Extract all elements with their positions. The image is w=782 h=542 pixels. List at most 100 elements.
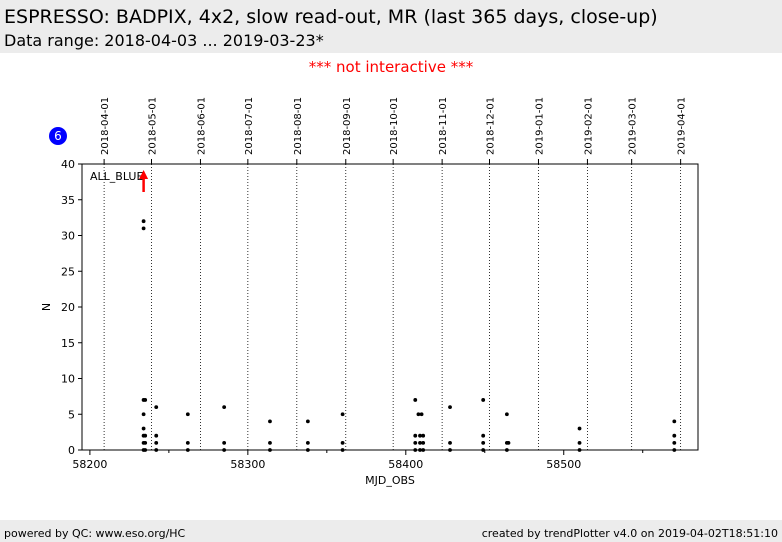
date-tick-label: 2018-11-01 <box>438 97 449 155</box>
data-point <box>154 440 159 445</box>
data-point <box>185 412 190 417</box>
count-badge[interactable]: 6 <box>49 127 67 145</box>
x-axis: 58200 58300 58400 58500 <box>72 450 644 471</box>
data-point <box>481 448 486 452</box>
y-tick-label: 10 <box>61 373 75 386</box>
y-tick-label: 35 <box>61 194 75 207</box>
data-point <box>340 448 345 452</box>
date-tick-label: 2018-12-01 <box>486 97 497 155</box>
data-point <box>222 405 227 409</box>
data-point <box>419 412 424 417</box>
data-point <box>413 440 418 445</box>
data-point <box>268 419 272 424</box>
y-tick-label: 20 <box>61 301 75 314</box>
y-tick-label: 30 <box>61 230 75 243</box>
y-axis-label: N <box>40 303 53 311</box>
data-point <box>143 440 148 445</box>
data-point <box>143 398 148 402</box>
date-tick-label: 2018-09-01 <box>342 97 353 155</box>
data-point <box>448 448 452 452</box>
data-point <box>305 440 310 445</box>
data-point <box>413 398 418 402</box>
data-point <box>504 448 509 452</box>
date-tick-label: 2018-08-01 <box>293 97 304 155</box>
x-tick-label: 58300 <box>230 458 265 471</box>
plot-frame <box>81 163 699 451</box>
badge-count: 6 <box>54 129 62 143</box>
data-point <box>504 412 509 417</box>
data-range: Data range: 2018-04-03 ... 2019-03-23* <box>4 31 324 50</box>
data-point <box>268 440 272 445</box>
data-point <box>340 440 345 445</box>
data-point <box>672 448 677 452</box>
data-point <box>481 398 486 402</box>
data-points <box>141 219 677 452</box>
x-tick-label: 58500 <box>546 458 581 471</box>
header-bar <box>0 0 782 53</box>
data-point <box>154 433 159 438</box>
footer-credit: powered by QC: www.eso.org/HC <box>4 527 186 540</box>
data-point <box>185 448 190 452</box>
date-tick-label: 2019-01-01 <box>534 97 545 155</box>
date-tick-label: 2019-04-01 <box>677 97 688 155</box>
data-point <box>154 448 159 452</box>
data-point <box>448 405 452 409</box>
date-tick-label: 2018-05-01 <box>147 97 158 155</box>
data-point <box>185 440 190 445</box>
page-title: ESPRESSO: BADPIX, 4x2, slow read-out, MR… <box>4 6 658 28</box>
footer-bar <box>0 520 782 542</box>
arrow-head <box>139 170 149 179</box>
trend-chart: 2018-04-01 2018-05-01 2018-06-01 2018-07-01… <box>40 97 699 487</box>
date-axis-labels: 2018-04-01 2018-05-01 2018-06-01 2018-07-01… <box>100 97 688 155</box>
x-tick-label: 58200 <box>72 458 107 471</box>
data-point <box>448 440 452 445</box>
data-point <box>577 448 582 452</box>
data-point <box>672 433 677 438</box>
data-point <box>141 226 146 231</box>
data-point <box>305 448 310 452</box>
data-point <box>421 448 426 452</box>
data-point <box>340 412 345 417</box>
data-point <box>305 419 310 424</box>
y-tick-label: 5 <box>68 408 75 421</box>
data-point <box>672 440 677 445</box>
data-point <box>143 448 148 452</box>
data-point <box>577 426 582 431</box>
data-point <box>222 448 227 452</box>
data-point <box>416 412 421 417</box>
y-tick-label: 0 <box>68 444 75 457</box>
data-point <box>418 448 422 452</box>
data-point <box>413 433 418 438</box>
data-point <box>418 433 422 438</box>
y-axis: 0 5 10 15 20 25 30 35 40 <box>61 158 82 457</box>
data-point <box>506 440 511 445</box>
data-point <box>421 433 426 438</box>
y-tick-label: 25 <box>61 265 75 278</box>
date-tick-label: 2019-02-01 <box>583 97 594 155</box>
not-interactive-notice: *** not interactive *** <box>308 58 474 76</box>
data-point <box>141 219 146 224</box>
footer-generator: created by trendPlotter v4.0 on 2019-04-… <box>481 527 778 540</box>
data-point <box>154 405 159 409</box>
data-point <box>222 440 227 445</box>
data-point <box>481 440 486 445</box>
badge-circle <box>49 127 67 145</box>
data-point <box>268 448 272 452</box>
data-point <box>421 440 426 445</box>
data-point <box>672 419 677 424</box>
data-point <box>577 440 582 445</box>
y-tick-label: 40 <box>61 158 75 171</box>
date-tick-label: 2018-07-01 <box>244 97 255 155</box>
data-point <box>141 412 146 417</box>
data-point <box>143 433 148 438</box>
x-axis-label: MJD_OBS <box>365 474 415 487</box>
date-tick-label: 2018-04-01 <box>100 97 111 155</box>
out-of-range-arrow-icon <box>139 170 149 192</box>
data-point <box>481 433 486 438</box>
data-point <box>418 440 422 445</box>
date-tick-label: 2018-06-01 <box>196 97 207 155</box>
data-point <box>413 448 418 452</box>
y-tick-label: 15 <box>61 337 75 350</box>
month-grid <box>103 159 682 450</box>
data-point <box>141 426 146 431</box>
